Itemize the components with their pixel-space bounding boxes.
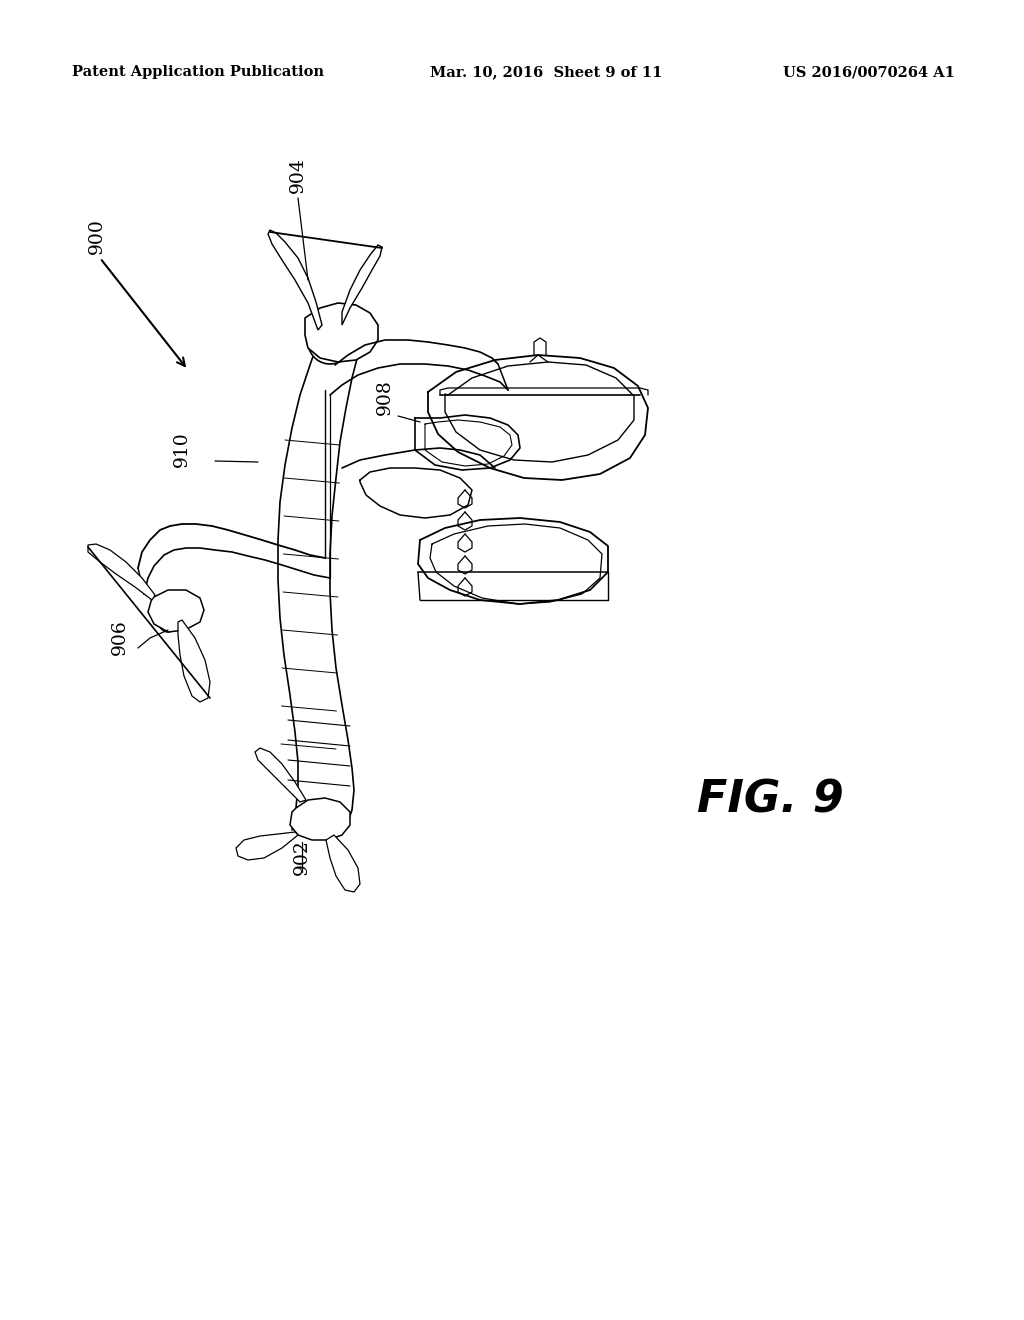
Text: 902: 902 [293, 840, 311, 875]
Polygon shape [302, 816, 330, 837]
Text: 900: 900 [88, 218, 106, 253]
Text: FIG. 9: FIG. 9 [696, 779, 844, 821]
Polygon shape [88, 544, 155, 601]
Polygon shape [290, 799, 350, 840]
Polygon shape [255, 748, 306, 803]
Text: 908: 908 [376, 379, 394, 414]
Polygon shape [268, 230, 322, 330]
Polygon shape [148, 590, 204, 632]
Polygon shape [157, 601, 179, 632]
Text: 910: 910 [173, 432, 191, 467]
Polygon shape [236, 832, 298, 861]
Text: 906: 906 [111, 619, 129, 655]
Polygon shape [178, 620, 210, 702]
Text: US 2016/0070264 A1: US 2016/0070264 A1 [783, 65, 955, 79]
Polygon shape [308, 319, 352, 364]
Polygon shape [326, 836, 360, 892]
Polygon shape [342, 246, 382, 325]
Text: Patent Application Publication: Patent Application Publication [72, 65, 324, 79]
Polygon shape [305, 304, 378, 362]
Text: 904: 904 [289, 157, 307, 193]
Text: Mar. 10, 2016  Sheet 9 of 11: Mar. 10, 2016 Sheet 9 of 11 [430, 65, 663, 79]
